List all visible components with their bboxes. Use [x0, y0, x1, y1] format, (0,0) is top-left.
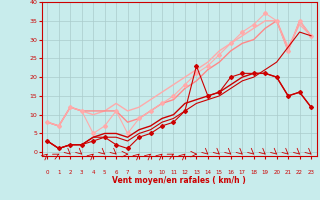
X-axis label: Vent moyen/en rafales ( km/h ): Vent moyen/en rafales ( km/h ): [112, 176, 246, 185]
